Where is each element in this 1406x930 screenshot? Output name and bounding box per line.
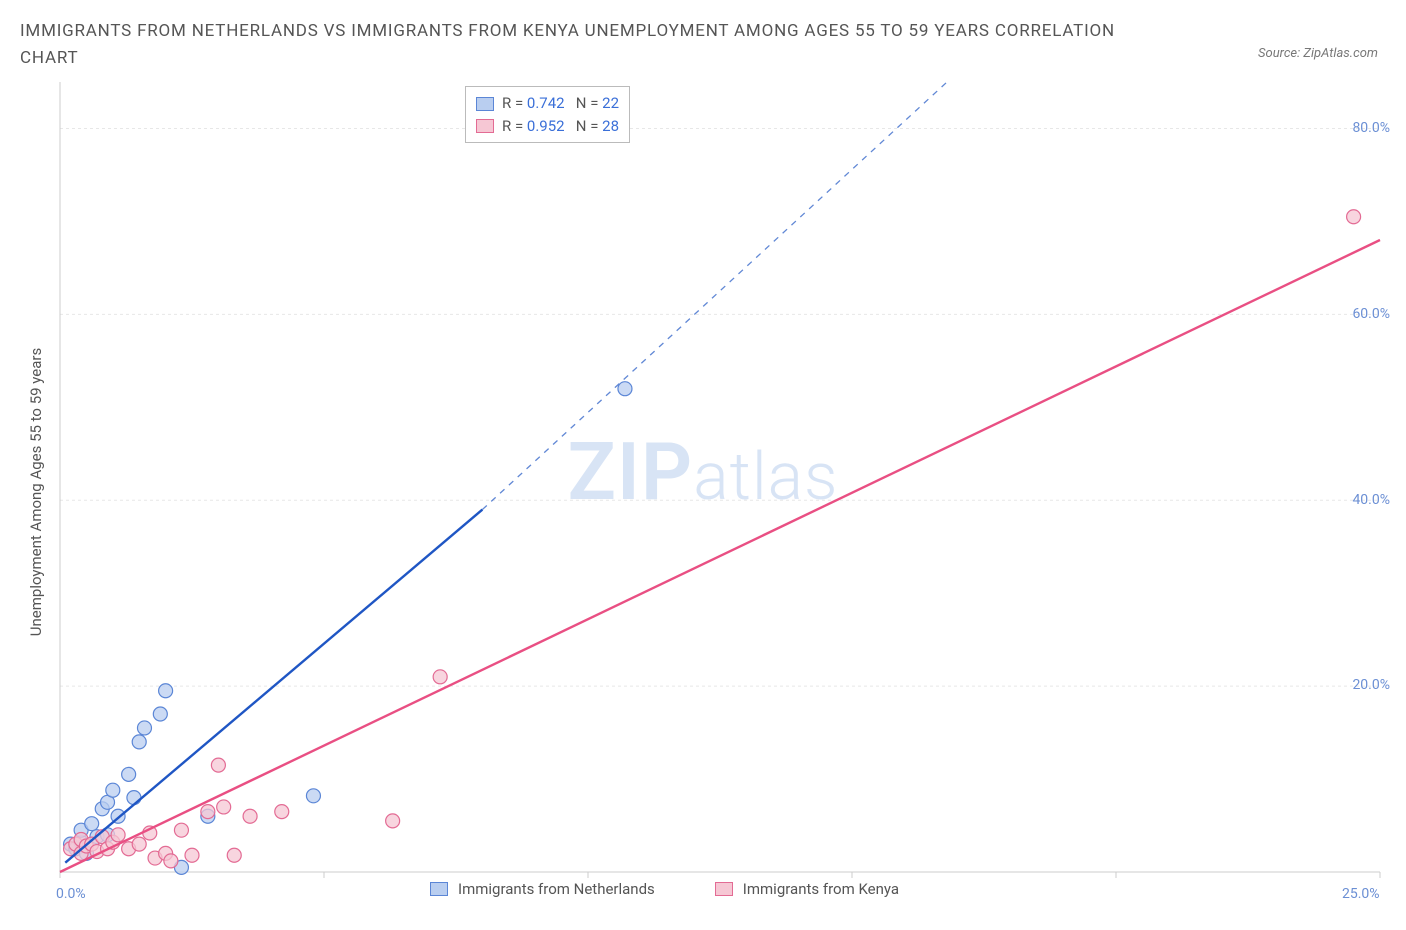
stats-text: R = 0.742 N = 22	[502, 92, 619, 115]
x-tick-label: 0.0%	[56, 886, 86, 902]
stats-row: R = 0.952 N = 28	[476, 115, 619, 138]
legend-swatch	[476, 119, 494, 133]
y-tick-label: 20.0%	[1352, 677, 1390, 693]
chart-svg	[0, 72, 1406, 922]
stats-row: R = 0.742 N = 22	[476, 92, 619, 115]
legend-swatch	[476, 97, 494, 111]
legend-swatch	[715, 882, 733, 896]
legend-item: Immigrants from Kenya	[715, 880, 899, 898]
correlation-chart: Unemployment Among Ages 55 to 59 years Z…	[0, 72, 1406, 922]
y-tick-label: 60.0%	[1352, 306, 1390, 322]
stats-text: R = 0.952 N = 28	[502, 115, 619, 138]
x-tick-label: 25.0%	[1342, 886, 1380, 902]
legend-label: Immigrants from Netherlands	[458, 880, 655, 898]
source-attribution: Source: ZipAtlas.com	[1258, 18, 1386, 61]
y-tick-label: 40.0%	[1352, 492, 1390, 508]
page-title: IMMIGRANTS FROM NETHERLANDS VS IMMIGRANT…	[20, 18, 1170, 72]
legend-label: Immigrants from Kenya	[743, 880, 899, 898]
legend-swatch	[430, 882, 448, 896]
series-legend: Immigrants from Netherlands Immigrants fr…	[430, 880, 899, 898]
legend-item: Immigrants from Netherlands	[430, 880, 655, 898]
y-tick-label: 80.0%	[1352, 120, 1390, 136]
stats-legend: R = 0.742 N = 22R = 0.952 N = 28	[465, 86, 630, 143]
